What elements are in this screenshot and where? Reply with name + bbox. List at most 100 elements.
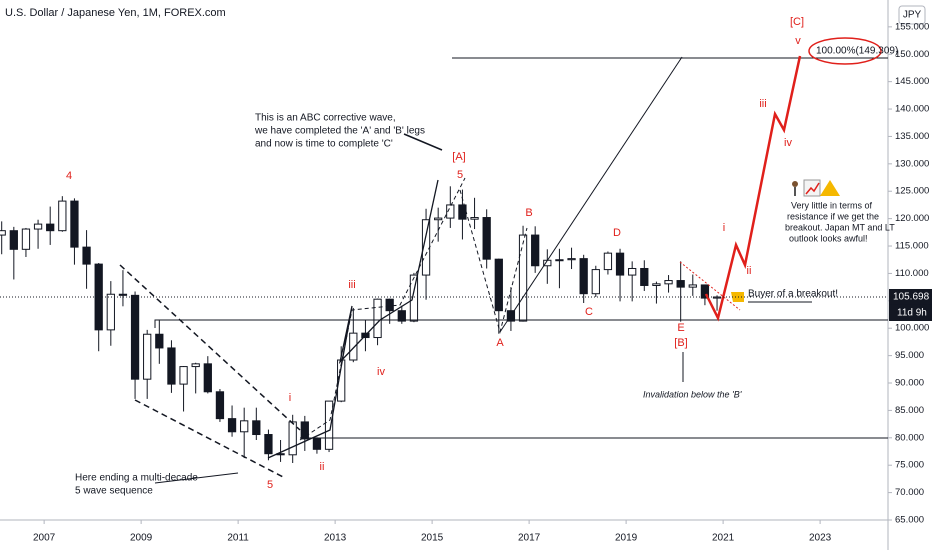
candle-body <box>252 420 261 436</box>
x-tick-label: 2021 <box>712 533 735 544</box>
x-tick-label: 2007 <box>33 533 56 544</box>
wave-label: ii <box>320 461 325 473</box>
candle-body <box>288 421 297 456</box>
wave-label: 5 <box>267 479 273 491</box>
candle-body <box>21 228 31 250</box>
candle-body <box>615 252 625 276</box>
candle-body <box>58 200 67 232</box>
trend-line <box>499 56 683 333</box>
candle-body <box>434 217 443 221</box>
candle-body <box>664 280 673 285</box>
currency-box[interactable] <box>898 5 926 25</box>
candle-body <box>130 294 140 380</box>
last-price-label: 105.698 <box>893 292 930 303</box>
candle-body <box>203 363 212 393</box>
candle-body <box>591 269 600 295</box>
y-tick-label: 110.000 <box>895 268 929 279</box>
x-tick-label: 2009 <box>130 533 153 544</box>
wave-label: [C] <box>790 16 804 28</box>
y-tick-label: 85.000 <box>895 405 924 416</box>
note-text: Here ending a multi-decade <box>75 473 198 484</box>
wave-label: iii <box>759 98 766 110</box>
candle-body <box>324 400 334 450</box>
x-tick-label: 2015 <box>421 533 444 544</box>
candle-body <box>531 234 540 267</box>
candle-body <box>300 421 309 440</box>
channel-line <box>134 399 286 479</box>
candle-body <box>652 283 661 286</box>
note-text: Invalidation below the 'B' <box>643 389 742 399</box>
y-tick-label: 125.000 <box>895 186 929 197</box>
countdown-label: 11d 9h <box>897 308 927 319</box>
y-tick-label: 80.000 <box>895 432 924 443</box>
candle-body <box>33 223 43 230</box>
wave-label: ii <box>747 265 752 277</box>
candle-body <box>70 200 79 248</box>
fib-label: 100.00%(149.309) <box>816 46 898 57</box>
y-tick-label: 75.000 <box>895 460 924 471</box>
candle-body <box>700 284 710 299</box>
x-tick-label: 2023 <box>809 533 832 544</box>
note-text: Buyer of a breakout! <box>748 289 838 300</box>
candle-body <box>118 293 128 296</box>
wave-label: [A] <box>452 151 465 163</box>
note-text: and now is time to complete 'C' <box>255 139 393 150</box>
candle-body <box>264 434 273 455</box>
wave-label: i <box>723 222 725 234</box>
wave-label: [B] <box>674 337 687 349</box>
candle-body <box>518 234 528 322</box>
drawings <box>119 37 888 484</box>
y-tick-label: 65.000 <box>895 515 924 526</box>
candle-body <box>688 284 697 288</box>
y-tick-label: 90.000 <box>895 378 924 389</box>
y-tick-label: 150.000 <box>895 49 929 60</box>
y-tick-label: 120.000 <box>895 213 929 224</box>
note-pointer <box>403 133 443 151</box>
candle-body <box>470 217 479 220</box>
candle-body <box>494 258 503 312</box>
person-icon <box>792 181 798 187</box>
note-text: resistance if we get the <box>787 211 879 221</box>
candle-body <box>227 418 237 433</box>
candle-body <box>312 438 322 450</box>
candle-body <box>409 274 419 322</box>
currency[interactable]: JPY <box>903 10 922 21</box>
note-text: breakout. Japan MT and LT <box>785 222 895 232</box>
wave-label: iv <box>784 137 792 149</box>
warning-icon <box>820 180 840 196</box>
note-text: This is an ABC corrective wave, <box>255 113 396 124</box>
note-text: 5 wave sequence <box>75 486 153 497</box>
candle-body <box>0 230 6 236</box>
last-price-box <box>889 288 932 305</box>
y-tick-label: 155.000 <box>895 21 929 32</box>
candle-body <box>191 363 200 368</box>
candle-body <box>82 246 91 265</box>
correction-lines <box>459 189 528 334</box>
candle-body <box>482 217 491 260</box>
candle-body <box>640 267 649 286</box>
wave-label: D <box>613 227 621 239</box>
wave-label: A <box>496 337 504 349</box>
icons <box>731 179 840 302</box>
y-tick-label: 140.000 <box>895 104 929 115</box>
candle-body <box>155 333 164 349</box>
candle-body <box>676 280 685 288</box>
candle-body <box>373 298 382 339</box>
channel-line <box>119 264 301 431</box>
wave-label: 4 <box>66 170 72 182</box>
wave-label: B <box>525 207 532 219</box>
candle-body <box>167 347 176 385</box>
note-text: we have completed the 'A' and 'B' legs <box>254 126 425 137</box>
wave-label: E <box>677 322 684 334</box>
wave-label: iii <box>348 279 355 291</box>
y-tick-label: 70.000 <box>895 487 924 498</box>
note-pointer <box>154 472 239 484</box>
impulse-lines <box>267 179 439 459</box>
wave-label: iv <box>377 366 385 378</box>
candle-body <box>446 204 455 219</box>
y-tick-label: 100.000 <box>895 323 929 334</box>
x-tick-label: 2013 <box>324 533 347 544</box>
candle-body <box>555 259 564 262</box>
